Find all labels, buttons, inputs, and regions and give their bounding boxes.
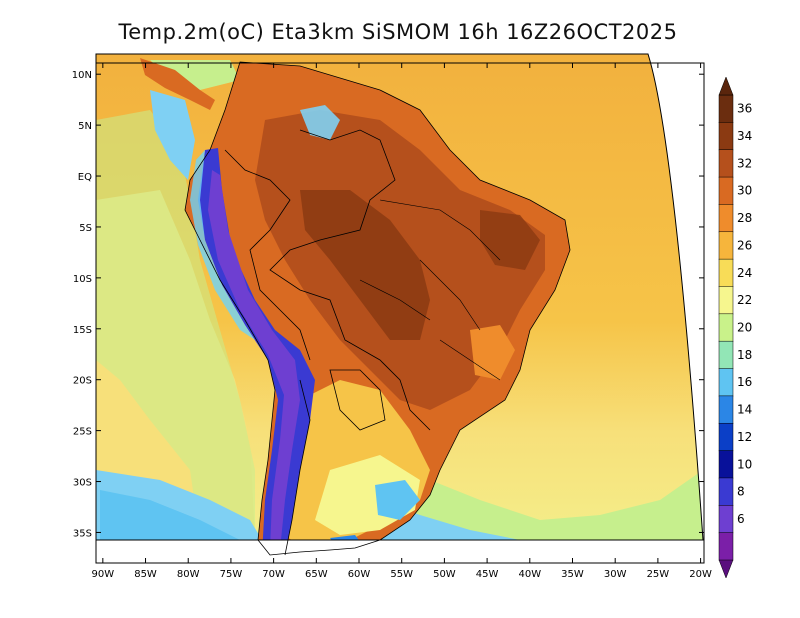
- pacific-cold-patch: [150, 90, 195, 180]
- map-frame: [95, 53, 704, 541]
- lon-tick-label: 25W: [647, 569, 670, 580]
- colorbar-label: 6: [737, 512, 745, 526]
- colorbar-label: 16: [737, 375, 752, 389]
- lon-tick-label: 60W: [348, 569, 371, 580]
- colorbar-label: 10: [737, 457, 752, 471]
- temperature-colorbar: 36 34 32 30 28 26 24 22 20 18 16 14 12 10 8 6: [718, 76, 752, 579]
- colorbar-label: 28: [737, 211, 752, 225]
- colorbar-swatch: [718, 176, 734, 205]
- lat-tick-label: 10S: [73, 274, 92, 285]
- colorbar-swatch: [718, 149, 734, 178]
- lat-tick-label: 5S: [79, 223, 92, 234]
- brazil-border: [269, 129, 431, 431]
- colorbar-swatch: [718, 94, 734, 123]
- colorbar-swatch: [718, 505, 734, 534]
- lon-tick-label: 20W: [689, 569, 712, 580]
- argentina-chile-border: [284, 379, 311, 556]
- colorbar-label: 18: [737, 348, 752, 362]
- northern-highland-cool: [300, 105, 340, 140]
- lat-tick-label: 30S: [73, 478, 92, 489]
- paraguay-border: [329, 369, 386, 431]
- andes-ice-fringe: [190, 150, 255, 340]
- lon-tick-label: 85W: [134, 569, 157, 580]
- pacific-cool-band: [96, 110, 255, 540]
- colorbar-label: 22: [737, 293, 752, 307]
- brazil-state-lines: [359, 199, 501, 381]
- colorbar-swatch: [718, 532, 734, 561]
- lat-tick-label: 5N: [78, 121, 92, 132]
- lon-tick-label: 35W: [561, 569, 584, 580]
- central-america-land: [140, 58, 215, 110]
- colorbar-swatch: [718, 422, 734, 452]
- lon-tick-label: 40W: [518, 569, 541, 580]
- colorbar-label: 36: [737, 102, 752, 116]
- longitude-axis: 90W 85W 80W 75W 70W 65W 60W 55W 50W 45W 40W 35W 30W 2…: [92, 63, 712, 580]
- colorbar-swatch: [718, 340, 734, 370]
- colorbar-swatch: [718, 368, 734, 397]
- lat-tick-label: 20S: [73, 376, 92, 387]
- lon-tick-label: 75W: [220, 569, 243, 580]
- patagonia-cold-spot: [330, 535, 365, 540]
- lat-tick-label: 25S: [73, 427, 92, 438]
- colorbar-top-arrow: [718, 76, 734, 96]
- lon-tick-label: 65W: [305, 569, 328, 580]
- andean-border: [224, 149, 311, 361]
- lon-tick-label: 50W: [433, 569, 456, 580]
- lat-tick-label: 10N: [72, 70, 92, 81]
- lat-tick-label: EQ: [78, 172, 92, 183]
- colorbar-label: 26: [737, 238, 752, 252]
- colorbar-label: 12: [737, 430, 752, 444]
- very-hot-core-zone: [300, 190, 430, 340]
- colorbar-label: 34: [737, 129, 752, 143]
- colorbar-label: 30: [737, 184, 752, 198]
- colorbar-label: 8: [737, 485, 745, 499]
- lat-tick-label: 15S: [73, 325, 92, 336]
- colorbar-swatch: [718, 395, 734, 424]
- lon-tick-label: 45W: [476, 569, 499, 580]
- colorbar-label: 24: [737, 266, 752, 280]
- colorbar-swatch: [718, 313, 734, 342]
- colorbar-swatch: [718, 450, 734, 479]
- lon-tick-label: 55W: [390, 569, 413, 580]
- southwest-colder-zone: [100, 490, 240, 540]
- andes-very-cold-ridge: [208, 170, 300, 540]
- southeast-highland-patch: [470, 325, 515, 380]
- uruguay-cold-zone: [375, 480, 420, 520]
- colorbar-swatch: [718, 477, 734, 506]
- colorbar-swatch: [718, 122, 734, 151]
- lon-tick-label: 70W: [262, 569, 285, 580]
- colorbar-label: 32: [737, 156, 752, 170]
- colorbar-swatch: [718, 204, 734, 233]
- map-title: Temp.2m(oC) Eta3km SiSMOM 16h 16Z26OCT20…: [118, 20, 678, 44]
- lon-tick-label: 90W: [92, 569, 115, 580]
- colorbar-swatch: [718, 231, 734, 260]
- axis-box: [95, 62, 705, 564]
- colorbar-swatch: [718, 258, 734, 288]
- colorbar-label: 20: [737, 321, 752, 335]
- caribbean-cool-zone: [150, 60, 240, 90]
- lat-tick-label: 35S: [73, 528, 92, 539]
- colorbar-label: 14: [737, 403, 752, 417]
- lon-tick-label: 80W: [177, 569, 200, 580]
- colorbar-bottom-arrow: [718, 559, 734, 579]
- latitude-axis: 10N 5N EQ 5S 10S 15S 20S 25S 30S 35S: [72, 70, 704, 539]
- lon-tick-label: 30W: [604, 569, 627, 580]
- colorbar-swatch: [718, 286, 734, 315]
- south-america-landmass: [140, 58, 570, 540]
